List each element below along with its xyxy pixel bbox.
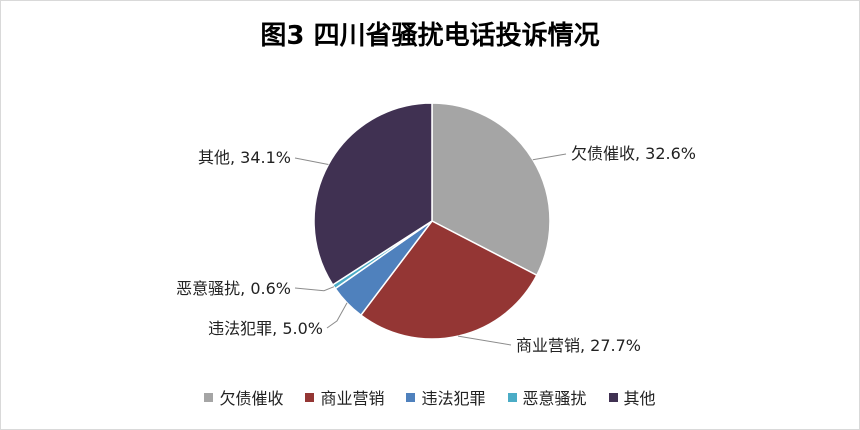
data-label-5: 其他, 34.1% bbox=[198, 148, 291, 167]
data-label-2: 商业营销, 27.7% bbox=[516, 336, 641, 355]
chart-legend: 欠债催收 商业营销 违法犯罪 恶意骚扰 其他 bbox=[1, 385, 859, 409]
legend-label: 恶意骚扰 bbox=[522, 389, 587, 408]
leader-line-2 bbox=[458, 335, 512, 346]
legend-swatch bbox=[507, 392, 517, 402]
data-label-4: 恶意骚扰, 0.6% bbox=[176, 279, 291, 298]
leader-line-3 bbox=[326, 302, 348, 329]
legend-swatch bbox=[204, 392, 214, 402]
legend-label: 欠债催收 bbox=[219, 389, 284, 408]
pie-slice-5 bbox=[313, 102, 433, 286]
data-label-3: 违法犯罪, 5.0% bbox=[208, 319, 323, 338]
legend-item-1: 欠债催收 bbox=[204, 385, 283, 409]
legend-swatch bbox=[406, 392, 416, 402]
legend-item-3: 违法犯罪 bbox=[406, 385, 486, 409]
legend-item-2: 商业营销 bbox=[305, 385, 384, 409]
legend-item-5: 其他 bbox=[608, 385, 656, 409]
legend-swatch bbox=[608, 392, 618, 402]
data-label-1: 欠债催收, 32.6% bbox=[571, 144, 696, 163]
leader-line-5 bbox=[294, 157, 329, 165]
legend-label: 其他 bbox=[623, 389, 656, 408]
legend-item-4: 恶意骚扰 bbox=[507, 385, 587, 409]
legend-label: 商业营销 bbox=[320, 389, 385, 408]
leader-line-1 bbox=[532, 153, 567, 161]
pie-slice-1 bbox=[431, 102, 551, 277]
legend-label: 违法犯罪 bbox=[421, 389, 486, 408]
legend-swatch bbox=[305, 392, 315, 402]
chart-title: 图3 四川省骚扰电话投诉情况 bbox=[260, 21, 600, 51]
leader-line-4 bbox=[294, 286, 335, 292]
pie-slice-2 bbox=[359, 220, 538, 340]
